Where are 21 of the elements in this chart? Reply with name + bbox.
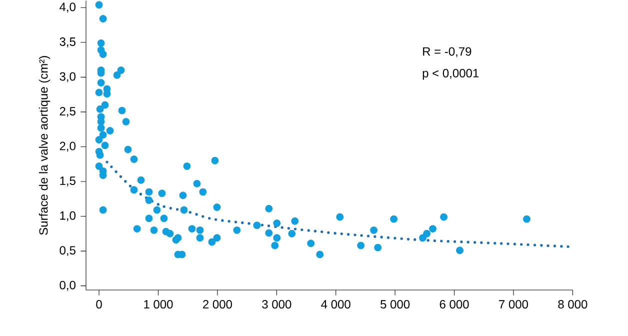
annotation: p < 0,0001 xyxy=(422,68,479,80)
y-tick-label: 3,5 xyxy=(60,37,76,48)
x-tick-label: 7 000 xyxy=(499,300,528,309)
y-tick-label: 1,5 xyxy=(60,176,76,186)
y-tick-label: 1,0 xyxy=(60,211,76,222)
x-tick-label: 5 000 xyxy=(380,300,410,309)
y-tick-label: 4,0 xyxy=(60,2,76,13)
x-tick-label: 3 000 xyxy=(262,300,292,309)
annotation: R = -0,79 xyxy=(423,47,472,58)
y-tick-label: 0,5 xyxy=(60,246,76,256)
x-tick-label: 1 000 xyxy=(144,300,173,309)
x-tick-label: 0 xyxy=(96,300,102,309)
x-tick-label: 6 000 xyxy=(440,300,469,309)
x-tick-label: 4 000 xyxy=(321,300,350,309)
x-tick-label: 8 000 xyxy=(558,300,588,309)
y-tick-label: 2,0 xyxy=(60,142,76,152)
y-tick-label: 0,0 xyxy=(60,280,76,291)
y-axis-title: Surface de la valve aortique (cm²) xyxy=(38,56,50,235)
y-tick-label: 2,5 xyxy=(60,106,76,117)
x-tick-label: 2 000 xyxy=(203,300,232,309)
y-tick-label: 3,0 xyxy=(60,72,76,82)
